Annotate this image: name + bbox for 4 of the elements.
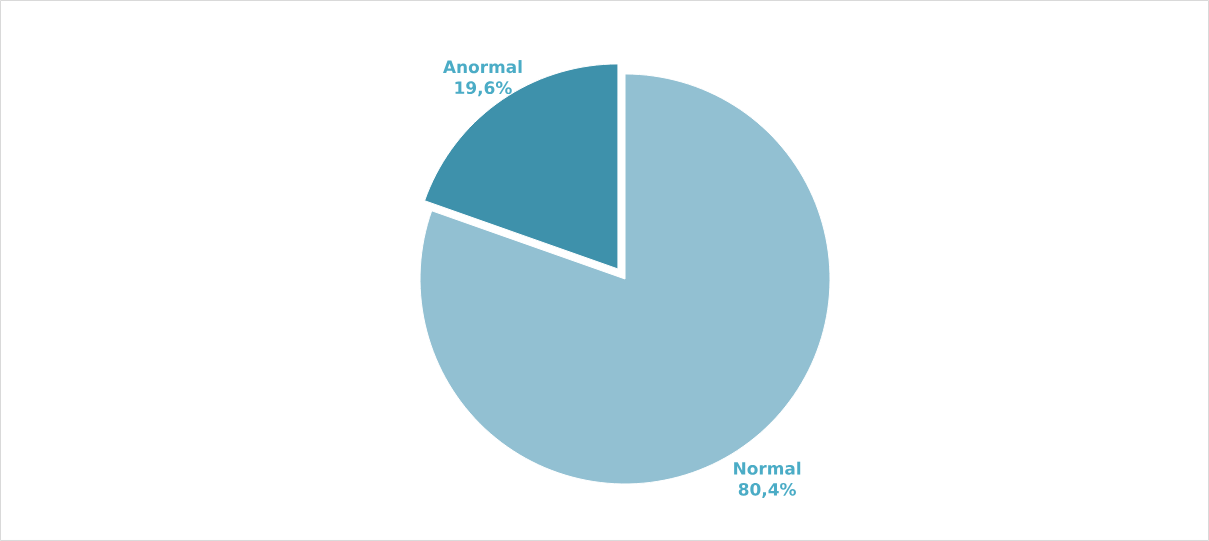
slice-label: Normal <box>734 461 801 475</box>
slice-label: Anormal <box>443 60 522 74</box>
data-label: 19,6% <box>455 81 512 97</box>
data-label: 80,4% <box>738 482 796 498</box>
